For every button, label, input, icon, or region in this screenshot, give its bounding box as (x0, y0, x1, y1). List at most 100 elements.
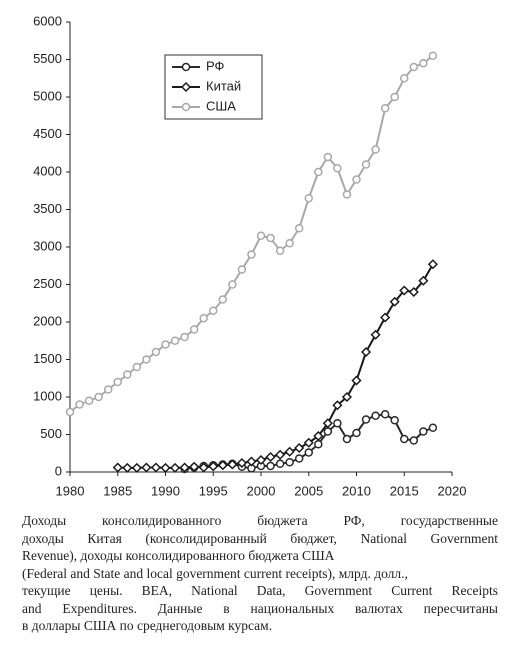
marker (65, 407, 75, 417)
marker (371, 411, 380, 420)
y-tick-label: 5500 (33, 51, 62, 66)
caption-line: доходы Китая (консолидированный бюджет, … (22, 530, 498, 546)
caption-line: в доллары США по среднегодовым курсам. (22, 618, 273, 633)
marker (255, 454, 267, 466)
marker (342, 434, 352, 444)
legend-marker (180, 81, 192, 93)
marker (75, 400, 84, 409)
marker (247, 250, 256, 259)
marker (227, 459, 238, 470)
marker (217, 460, 228, 471)
x-tick-label: 2015 (390, 483, 419, 498)
marker (399, 285, 410, 296)
marker (390, 92, 399, 102)
x-tick-label: 2000 (247, 483, 276, 498)
marker (419, 59, 428, 68)
marker (303, 437, 314, 448)
marker (418, 275, 429, 286)
y-tick-label: 5000 (33, 88, 62, 103)
marker (380, 104, 390, 113)
y-tick-label: 2000 (33, 313, 62, 328)
marker (103, 385, 113, 394)
marker (284, 446, 295, 457)
y-tick-label: 6000 (33, 13, 62, 28)
marker (332, 400, 343, 411)
marker (409, 436, 419, 445)
x-tick-label: 2005 (294, 483, 323, 498)
marker (151, 347, 161, 357)
marker (198, 462, 209, 473)
marker (150, 462, 162, 473)
marker (333, 419, 342, 428)
marker (256, 231, 266, 240)
marker (161, 340, 170, 349)
marker (390, 416, 399, 425)
x-tick-label: 1990 (151, 483, 180, 498)
marker (189, 461, 200, 472)
marker (352, 175, 361, 184)
marker (275, 246, 285, 255)
marker (218, 295, 228, 304)
marker (141, 462, 152, 473)
marker (132, 362, 142, 372)
marker (275, 449, 286, 460)
marker (142, 355, 151, 364)
marker (294, 224, 304, 233)
legend-marker (181, 62, 191, 72)
x-tick-label: 2010 (342, 483, 371, 498)
marker (170, 336, 180, 345)
marker (380, 312, 391, 323)
marker (304, 194, 313, 203)
marker (275, 459, 285, 468)
marker (112, 462, 123, 473)
marker (113, 377, 122, 387)
marker (123, 370, 132, 379)
marker (208, 461, 219, 472)
marker (169, 462, 181, 473)
marker (409, 62, 419, 72)
x-tick-label: 1995 (199, 483, 228, 498)
marker (266, 461, 275, 471)
marker (285, 458, 294, 467)
marker (389, 296, 400, 307)
marker (352, 428, 361, 438)
y-tick-label: 3000 (33, 238, 62, 253)
y-tick-label: 4500 (33, 126, 62, 141)
marker (371, 145, 380, 154)
marker (304, 448, 313, 457)
marker (179, 462, 190, 473)
marker (333, 164, 342, 173)
marker (199, 314, 208, 323)
legend-label: США (206, 98, 236, 113)
marker (380, 410, 390, 419)
marker (370, 329, 381, 340)
marker (94, 392, 103, 402)
y-tick-label: 2500 (33, 276, 62, 291)
series-line (117, 263, 434, 469)
marker (419, 427, 428, 436)
caption: Доходы консолидированного бюджета РФ, го… (22, 512, 498, 635)
marker (428, 423, 438, 432)
legend-marker (181, 102, 191, 112)
marker (265, 451, 276, 463)
marker (131, 462, 142, 473)
caption-line: Revenue), доходы консолидированного бюдж… (22, 548, 335, 563)
marker (237, 265, 247, 274)
marker (314, 167, 323, 177)
y-tick-label: 1500 (33, 351, 62, 366)
marker (400, 74, 409, 83)
marker (160, 462, 171, 473)
marker (228, 280, 237, 289)
marker (400, 434, 409, 444)
chart: 0 500 1000 1500 2000 2500 3000 3500 4000 4500 5000… (33, 13, 466, 498)
marker (122, 462, 133, 473)
marker (427, 259, 438, 270)
x-tick-label: 1985 (103, 483, 132, 498)
marker (361, 160, 371, 169)
marker (246, 456, 257, 467)
y-tick-label: 500 (40, 426, 62, 441)
marker (322, 418, 333, 429)
marker (189, 325, 199, 334)
marker (294, 442, 305, 454)
